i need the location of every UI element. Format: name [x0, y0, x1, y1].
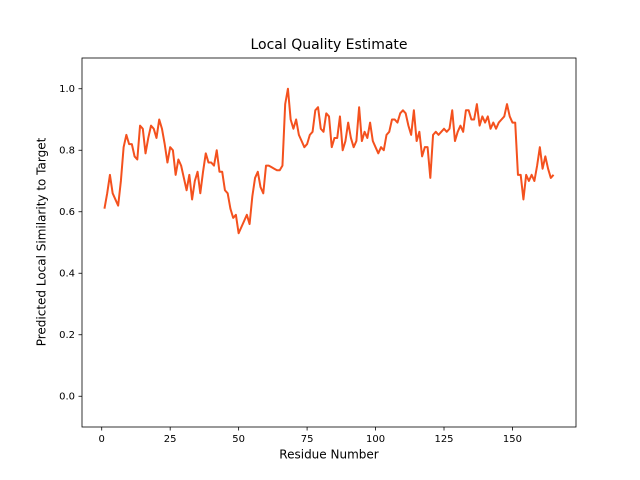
y-tick-label: 1.0	[59, 84, 75, 95]
chart-title: Local Quality Estimate	[250, 37, 407, 53]
x-tick-label: 0	[99, 434, 105, 445]
plot-frame	[81, 57, 577, 428]
x-tick-label: 100	[366, 434, 385, 445]
x-tick-label: 125	[434, 434, 453, 445]
y-tick-label: 0.8	[59, 145, 75, 156]
data-line	[103, 87, 555, 235]
y-axis-label: Predicted Local Similarity to Target	[35, 137, 49, 346]
x-tick-label: 75	[301, 434, 314, 445]
y-tick-label: 0.0	[59, 391, 75, 402]
x-axis-label: Residue Number	[279, 448, 378, 462]
y-tick-label: 0.6	[59, 207, 75, 218]
x-tick-label: 50	[232, 434, 245, 445]
x-tick-label: 25	[164, 434, 177, 445]
x-tick-label: 150	[503, 434, 522, 445]
y-tick-label: 0.4	[59, 268, 75, 279]
y-tick-label: 0.2	[59, 330, 75, 341]
